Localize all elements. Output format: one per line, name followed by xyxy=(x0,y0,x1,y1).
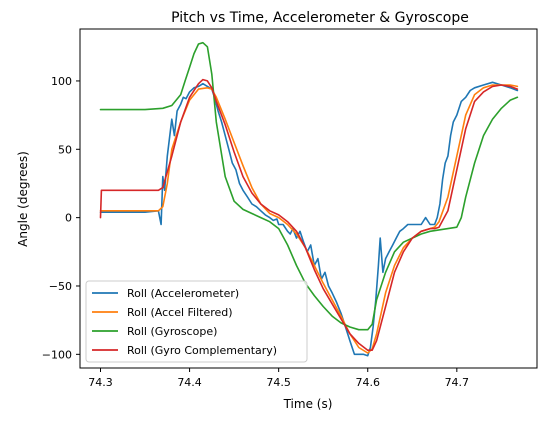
series-line-3 xyxy=(99,41,519,331)
series-layer xyxy=(99,41,519,357)
y-axis-ticks: −100 −50 0 50 100 xyxy=(42,75,80,361)
legend-frame xyxy=(85,280,308,363)
series-line-4 xyxy=(99,78,519,352)
y-tick-label: −100 xyxy=(42,348,72,361)
legend: Roll (Accelerometer) Roll (Accel Filtered… xyxy=(85,280,308,363)
y-axis-label: Angle (degrees) xyxy=(16,151,30,247)
legend-label-4: Roll (Gyro Complementary) xyxy=(127,344,277,357)
x-tick-label: 74.5 xyxy=(266,376,291,389)
series-line-2 xyxy=(99,84,519,354)
plot-area-frame xyxy=(79,28,538,369)
legend-label-3: Roll (Gyroscope) xyxy=(127,325,217,338)
legend-label-1: Roll (Accelerometer) xyxy=(127,287,239,300)
x-tick-label: 74.7 xyxy=(445,376,470,389)
chart-title: Pitch vs Time, Accelerometer & Gyroscope xyxy=(171,10,469,26)
legend-label-2: Roll (Accel Filtered) xyxy=(127,306,233,319)
y-tick-label: 100 xyxy=(51,75,72,88)
x-tick-label: 74.6 xyxy=(355,376,380,389)
x-tick-label: 74.3 xyxy=(88,376,113,389)
x-axis-ticks: 74.3 74.4 74.5 74.6 74.7 xyxy=(88,368,469,389)
x-axis-label: Time (s) xyxy=(283,397,333,411)
y-tick-label: 50 xyxy=(58,143,72,156)
y-tick-label: −50 xyxy=(49,280,72,293)
series-line-1 xyxy=(99,81,519,357)
y-tick-label: 0 xyxy=(65,212,72,225)
x-tick-label: 74.4 xyxy=(177,376,202,389)
